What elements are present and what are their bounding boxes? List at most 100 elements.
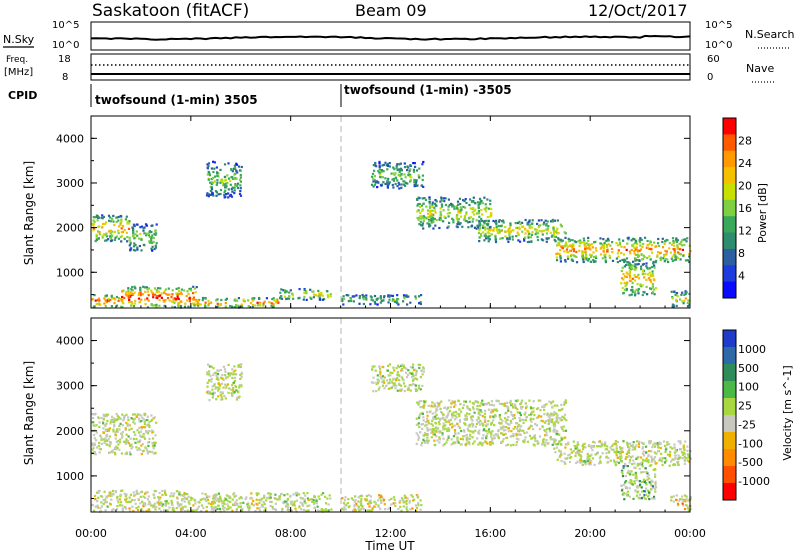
echo-pixel [343, 503, 346, 506]
echo-pixel [109, 232, 112, 235]
echo-pixel [119, 235, 122, 239]
echo-pixel [607, 239, 610, 242]
echo-pixel [255, 492, 259, 495]
echo-pixel [556, 414, 559, 417]
echo-pixel [118, 417, 121, 420]
echo-pixel [251, 299, 254, 302]
echo-pixel [219, 188, 223, 192]
echo-pixel [166, 297, 170, 300]
colorbar-tick-label: 25 [738, 400, 752, 413]
echo-pixel [485, 424, 488, 428]
echo-pixel [412, 168, 415, 171]
echo-pixel [398, 183, 401, 186]
echo-pixel [631, 445, 634, 448]
echo-pixel [560, 240, 563, 243]
echo-pixel [526, 431, 529, 434]
echo-pixel [130, 427, 133, 430]
echo-pixel [145, 232, 148, 235]
echo-pixel [669, 450, 672, 453]
echo-pixel [541, 443, 544, 446]
echo-pixel [453, 432, 457, 435]
echo-pixel [637, 445, 641, 448]
echo-pixel [594, 247, 597, 250]
echo-pixel [102, 422, 105, 425]
echo-pixel [371, 172, 375, 175]
echo-pixel [108, 435, 112, 438]
echo-pixel [651, 285, 654, 288]
echo-pixel [92, 424, 95, 427]
echo-pixel [117, 443, 120, 446]
echo-pixel [643, 276, 646, 279]
echo-pixel [213, 506, 216, 510]
echo-pixel [656, 254, 659, 257]
echo-pixel [220, 298, 223, 302]
echo-pixel [500, 224, 503, 227]
echo-pixel [435, 429, 438, 432]
echo-pixel [609, 459, 612, 462]
echo-pixel [373, 183, 377, 186]
echo-pixel [415, 389, 418, 392]
echo-pixel [661, 457, 664, 460]
echo-pixel [155, 306, 158, 309]
echo-pixel [239, 505, 242, 508]
echo-pixel [679, 442, 682, 445]
echo-pixel [127, 435, 130, 438]
echo-pixel [154, 304, 157, 307]
echo-pixel [177, 503, 180, 506]
echo-pixel [479, 441, 482, 444]
echo-pixel [208, 370, 211, 373]
echo-pixel [96, 491, 99, 494]
echo-pixel [206, 173, 209, 176]
echo-pixel [397, 374, 400, 377]
echo-pixel [426, 441, 429, 445]
echo-pixel [429, 211, 432, 214]
echo-pixel [402, 501, 405, 504]
echo-pixel [422, 370, 425, 373]
echo-pixel [212, 194, 215, 197]
echo-pixel [606, 245, 609, 248]
echo-pixel [658, 244, 661, 248]
echo-pixel [301, 497, 304, 500]
echo-pixel [239, 194, 243, 197]
echo-pixel [127, 287, 130, 290]
echo-pixel [548, 400, 551, 403]
echo-pixel [92, 421, 95, 424]
echo-pixel [673, 251, 676, 254]
echo-pixel [106, 413, 110, 416]
echo-pixel [151, 234, 154, 237]
echo-pixel [96, 506, 100, 509]
echo-pixel [665, 459, 668, 462]
echo-pixel [449, 418, 452, 422]
echo-pixel [98, 421, 101, 424]
echo-pixel [553, 219, 557, 222]
echo-pixel [105, 232, 108, 235]
echo-pixel [280, 295, 283, 298]
echo-pixel [463, 214, 466, 218]
echo-pixel [125, 433, 128, 436]
echo-pixel [280, 288, 283, 291]
echo-pixel [500, 229, 503, 232]
echo-pixel [598, 457, 602, 460]
echo-pixel [133, 224, 136, 228]
y-tick-label: 3000 [56, 177, 84, 190]
echo-pixel [537, 416, 540, 419]
echo-pixel [416, 496, 419, 499]
echo-pixel [644, 272, 647, 275]
echo-pixel [475, 400, 478, 403]
echo-pixel [406, 303, 409, 306]
echo-pixel [554, 235, 557, 238]
echo-pixel [431, 214, 434, 218]
echo-pixel [204, 301, 207, 304]
echo-pixel [235, 398, 239, 401]
echo-pixel [472, 196, 475, 199]
echo-pixel [379, 301, 382, 304]
echo-pixel [359, 504, 362, 507]
echo-pixel [248, 506, 251, 509]
echo-pixel [92, 413, 95, 416]
echo-pixel [103, 490, 106, 493]
echo-pixel [400, 186, 403, 189]
echo-pixel [641, 284, 644, 287]
echo-pixel [415, 169, 419, 172]
echo-pixel [407, 171, 410, 175]
echo-pixel [556, 252, 559, 255]
